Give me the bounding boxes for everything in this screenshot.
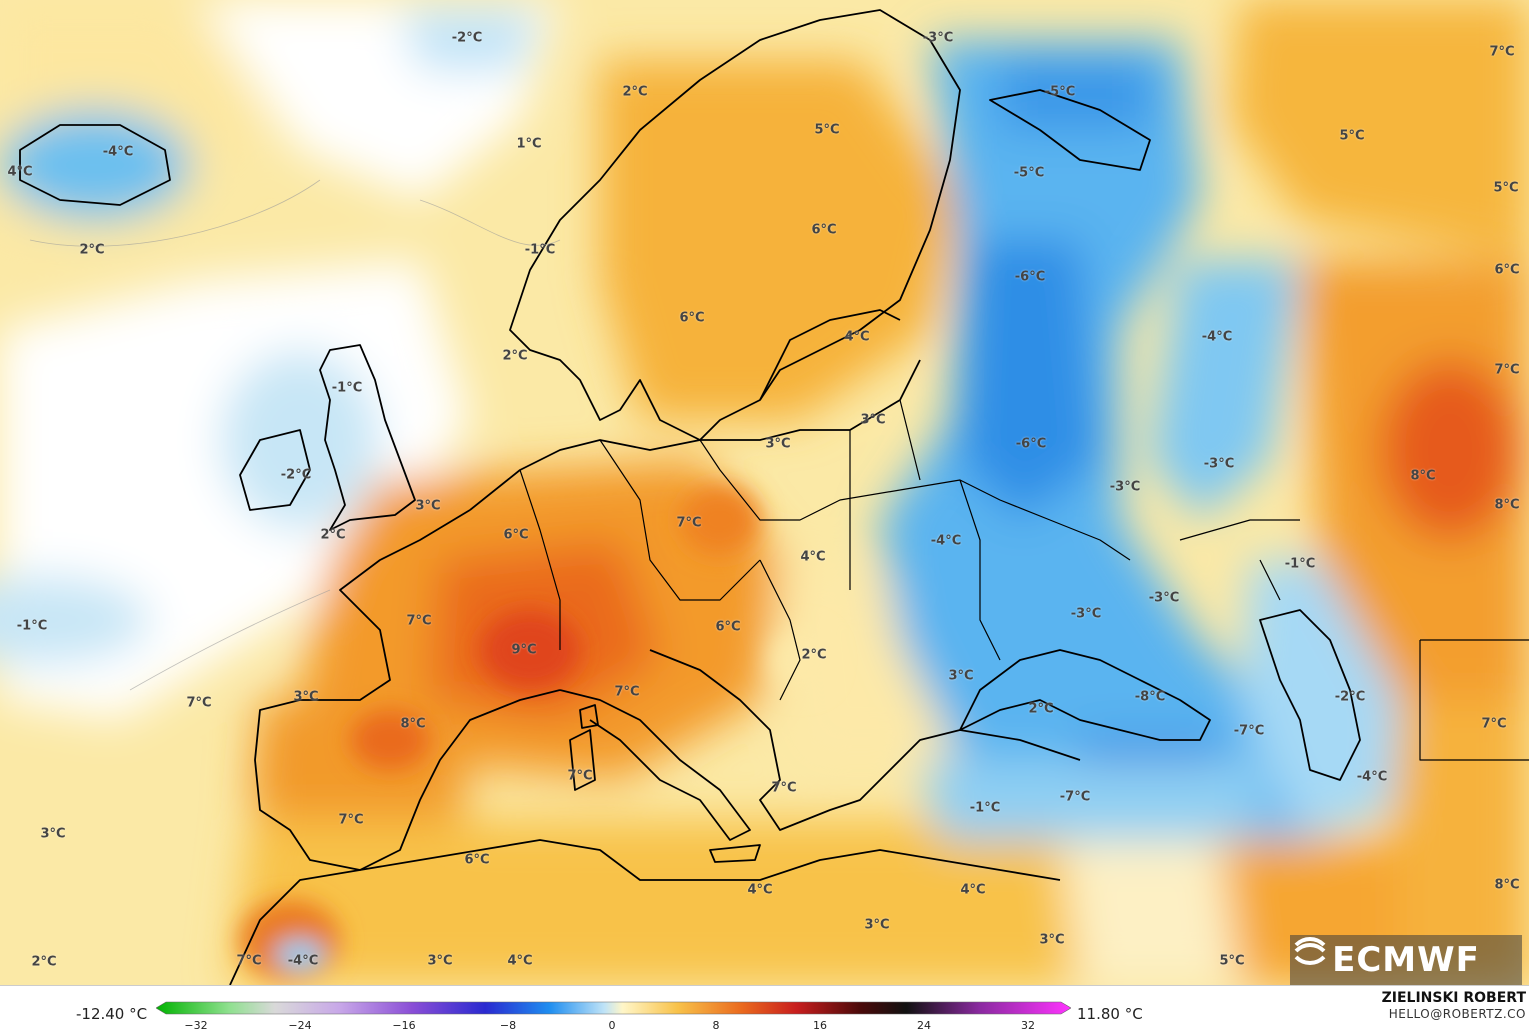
colorbar-tick: −16 [392,1019,416,1032]
ecmwf-logo-text: ECMWF [1332,940,1480,980]
temperature-label: 2°C [79,242,105,258]
temperature-label: 2°C [622,84,648,100]
temperature-label: -2°C [280,467,312,483]
temperature-label: 4°C [800,549,826,565]
colorbar-min-label: -12.40 °C [76,1005,148,1023]
temperature-label: 7°C [1481,716,1507,732]
temperature-label: 3°C [293,689,319,705]
temperature-label: 3°C [40,826,66,842]
temperature-label: -4°C [287,953,319,969]
temperature-label: 4°C [960,882,986,898]
temperature-anomaly-map: -2°C -3°C 7°C 2°C -5°C 1°C 5°C 5°C -4°C 4°C -5°C 5°… [0,0,1529,985]
temperature-label: -1°C [331,380,363,396]
ecmwf-logo: ECMWF [1290,935,1522,985]
temperature-label: 7°C [676,515,702,531]
temperature-label: 7°C [567,768,593,784]
map-canvas [0,0,1529,985]
temperature-label: 3°C [948,668,974,684]
temperature-label: 7°C [236,953,262,969]
temperature-label: 2°C [1028,701,1054,717]
temperature-label: 7°C [614,684,640,700]
temperature-label: 3°C [864,917,890,933]
temperature-label: -4°C [1356,769,1388,785]
author-credit: ZIELINSKI ROBERT [1381,990,1526,1006]
colorbar-tick: −32 [184,1019,208,1032]
temperature-label: 4°C [7,164,33,180]
temperature-label: 4°C [507,953,533,969]
temperature-label: 2°C [320,527,346,543]
temperature-label: -3°C [1148,590,1180,606]
temperature-label: 7°C [1494,362,1520,378]
colorbar-tick: 8 [712,1019,720,1032]
ecmwf-swirl-icon [1294,937,1326,965]
temperature-label: 3°C [860,412,886,428]
temperature-label: 8°C [1494,497,1520,513]
temperature-label: -4°C [102,144,134,160]
temperature-label: 4°C [747,882,773,898]
coastlines [19,9,1529,985]
colorbar-tick: 16 [813,1019,827,1032]
temperature-label: 3°C [1039,932,1065,948]
temperature-label: 7°C [771,780,797,796]
temperature-label: 6°C [811,222,837,238]
temperature-label: 9°C [511,642,537,658]
colorbar-tick: −8 [499,1019,517,1032]
temperature-label: -3°C [1203,456,1235,472]
colorbar-max-label: 11.80 °C [1077,1005,1143,1023]
temperature-label: 7°C [1489,44,1515,60]
temperature-label: -1°C [1284,556,1316,572]
temperature-label: -6°C [1015,436,1047,452]
temperature-label: 6°C [679,310,705,326]
temperature-label: 7°C [186,695,212,711]
temperature-label: -2°C [451,30,483,46]
temperature-label: -3°C [1109,479,1141,495]
temperature-label: 2°C [801,647,827,663]
temperature-label: 8°C [1410,468,1436,484]
author-email: HELLO@ROBERTZ.CO [1388,1007,1526,1021]
temperature-label: 7°C [406,613,432,629]
colorbar-tick: 32 [1021,1019,1035,1032]
temperature-label: 5°C [1339,128,1365,144]
temperature-label: 5°C [814,122,840,138]
temperature-label: -3°C [922,30,954,46]
temperature-label: 6°C [715,619,741,635]
temperature-label: 3°C [765,436,791,452]
temperature-label: 8°C [400,716,426,732]
temperature-label: -4°C [1201,329,1233,345]
temperature-label: 2°C [502,348,528,364]
temperature-label: 6°C [503,527,529,543]
temperature-label: 7°C [338,812,364,828]
temperature-label: 1°C [516,136,542,152]
temperature-label: -7°C [1059,789,1091,805]
temperature-label: 5°C [1493,180,1519,196]
temperature-label: -2°C [1334,689,1366,705]
temperature-label: 8°C [1494,877,1520,893]
temperature-label: -6°C [1014,269,1046,285]
temperature-label: -5°C [1013,165,1045,181]
temperature-label: -1°C [524,242,556,258]
temperature-label: -7°C [1233,723,1265,739]
colorbar-tick: 0 [608,1019,616,1032]
temperature-label: -8°C [1134,689,1166,705]
temperature-label: 6°C [1494,262,1520,278]
temperature-label: -5°C [1044,84,1076,100]
colorbar [156,1001,1071,1015]
colorbar-tick: 24 [917,1019,931,1032]
temperature-label: 4°C [844,329,870,345]
colorbar-tick: −24 [288,1019,312,1032]
temperature-label: -3°C [1070,606,1102,622]
temperature-label: -1°C [16,618,48,634]
temperature-label: 2°C [31,954,57,970]
temperature-label: -4°C [930,533,962,549]
temperature-label: 6°C [464,852,490,868]
temperature-label: 5°C [1219,953,1245,969]
temperature-label: 3°C [427,953,453,969]
temperature-label: -1°C [969,800,1001,816]
temperature-label: 3°C [415,498,441,514]
